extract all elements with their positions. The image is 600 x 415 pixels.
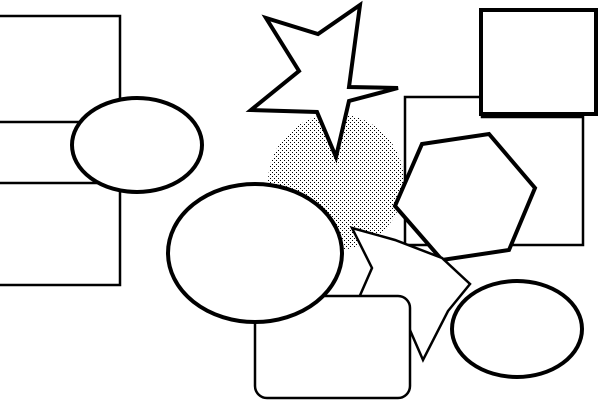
left-ellipse (70, 96, 204, 194)
bottom-rounded-rectangle (253, 294, 412, 400)
top-star (245, 0, 399, 164)
bottom-right-ellipse (450, 279, 584, 379)
hexagon (392, 131, 538, 263)
center-ellipse (166, 182, 344, 324)
top-right-rectangle (479, 8, 598, 116)
bottom-star (349, 226, 472, 363)
